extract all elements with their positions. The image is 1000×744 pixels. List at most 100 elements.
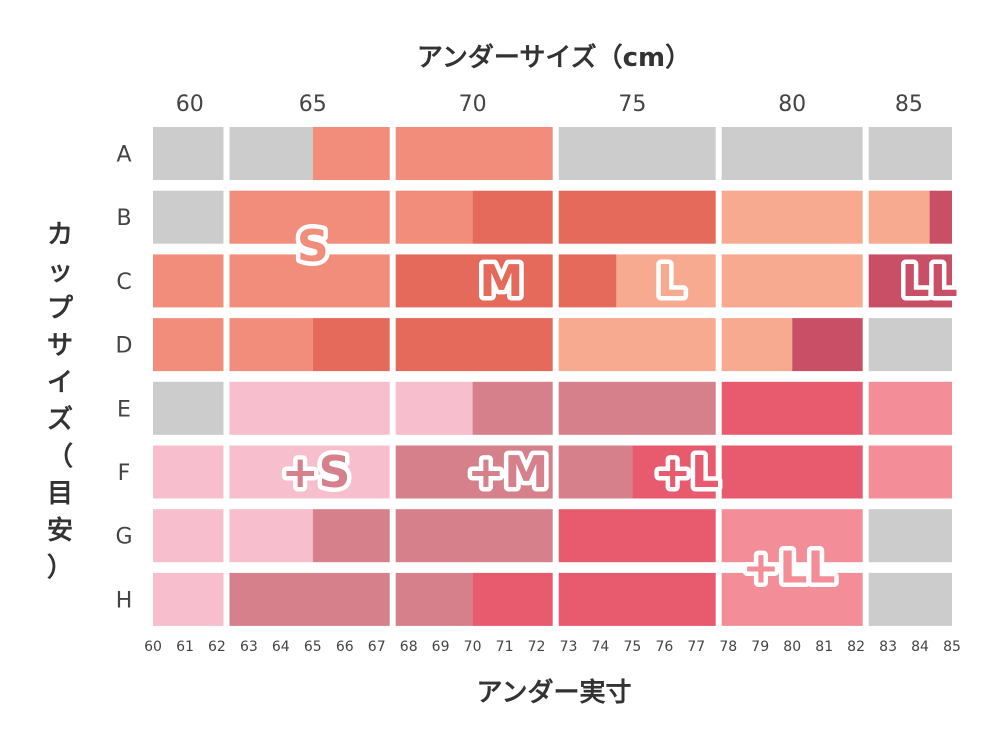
cell-B-4-M (558, 190, 716, 244)
cup-tick-E: E (117, 397, 131, 422)
cup-tick-F: F (118, 461, 131, 486)
cell-C-4-L (616, 254, 716, 308)
cup-size-title-char-3: サ (47, 331, 73, 361)
cup-tick-H: H (116, 588, 133, 613)
actual-tick-81: 81 (815, 639, 833, 655)
cell-B-0-none (153, 190, 224, 244)
actual-tick-82: 82 (847, 639, 865, 655)
actual-tick-67: 67 (368, 639, 386, 655)
cell-B-3-M (472, 190, 553, 244)
cell-G-2-+M (312, 509, 390, 563)
cup-tick-C: C (116, 270, 131, 295)
cup-tick-B: B (116, 206, 131, 231)
cell-H-1-+M (229, 572, 390, 626)
cell-B-1-S (229, 190, 390, 244)
size-ticks: 60 65 70 75 80 85 (176, 92, 923, 117)
cell-D-1-S (229, 318, 313, 372)
actual-tick-68: 68 (400, 639, 418, 655)
cell-G-0-+S (153, 509, 224, 563)
cup-tick-A: A (116, 143, 131, 168)
cup-size-title-char-5: ズ (47, 404, 73, 435)
cell-F-0-+S (153, 445, 224, 499)
actual-tick-78: 78 (719, 639, 737, 655)
actual-tick-66: 66 (336, 639, 354, 655)
cell-F-1-+S (229, 445, 390, 499)
zone-label-LL: LL (902, 256, 958, 307)
zone-label-plus-LL: +LL (743, 543, 836, 594)
cell-D-4-L (558, 318, 716, 372)
cell-A-4-none (558, 127, 716, 180)
cell-A-0-none (153, 127, 224, 180)
cell-B-7-LL (929, 190, 952, 244)
actual-tick-84: 84 (911, 639, 929, 655)
cell-E-4-+M (558, 381, 716, 435)
size-tick-70: 70 (459, 92, 487, 117)
cell-H-4-+L (558, 572, 716, 626)
cell-G-3-+M (395, 509, 553, 563)
cell-E-3-+M (472, 381, 553, 435)
size-tick-75: 75 (618, 92, 646, 117)
cell-D-6-LL (792, 318, 863, 372)
cell-C-6-LL (868, 254, 952, 308)
zone-label-plus-L: +L (654, 447, 719, 498)
cell-E-0-none (153, 381, 224, 435)
cell-D-7-none (868, 318, 952, 372)
cell-D-0-S (153, 318, 224, 372)
actual-ticks: 60 61 62 63 64 65 66 67 68 69 70 71 72 73 74 75 76 77 78 79… (144, 639, 961, 655)
cell-A-6-none (868, 127, 952, 180)
actual-tick-85: 85 (943, 639, 961, 655)
cell-F-6-+LL (868, 445, 952, 499)
actual-tick-70: 70 (464, 639, 482, 655)
actual-tick-72: 72 (528, 639, 546, 655)
cell-C-1-S (229, 254, 390, 308)
cup-tick-G: G (115, 525, 132, 550)
cell-H-3-+L (472, 572, 553, 626)
actual-tick-79: 79 (751, 639, 769, 655)
cup-size-title-char-7: 目 (47, 479, 73, 509)
actual-tick-77: 77 (687, 639, 705, 655)
actual-under-title: アンダー実寸 (477, 677, 632, 708)
actual-tick-61: 61 (176, 639, 194, 655)
cell-B-5-L (721, 190, 863, 244)
cup-size-title-char-8: 安 (47, 516, 73, 546)
actual-tick-62: 62 (208, 639, 226, 655)
actual-tick-83: 83 (879, 639, 897, 655)
cell-A-5-none (721, 127, 863, 180)
size-tick-60: 60 (176, 92, 204, 117)
cup-ticks: A B C D E F G H (115, 143, 132, 614)
cup-size-title-char-2: プ (47, 294, 74, 324)
cell-F-3-+M (558, 445, 633, 499)
cell-G-5-+LL (721, 509, 863, 563)
cell-D-3-M (395, 318, 553, 372)
cell-A-2-S (312, 127, 390, 180)
size-tick-85: 85 (895, 92, 923, 117)
cell-D-5-L (721, 318, 793, 372)
size-tick-65: 65 (299, 92, 327, 117)
actual-tick-74: 74 (591, 639, 609, 655)
cell-H-0-+S (153, 572, 224, 626)
actual-tick-69: 69 (432, 639, 450, 655)
actual-tick-63: 63 (240, 639, 258, 655)
cell-G-4-+L (558, 509, 716, 563)
cell-H-5-+LL (721, 572, 863, 626)
actual-tick-73: 73 (560, 639, 578, 655)
actual-tick-64: 64 (272, 639, 290, 655)
cell-C-0-S (153, 254, 224, 308)
actual-tick-71: 71 (496, 639, 514, 655)
size-tick-80: 80 (778, 92, 806, 117)
cell-E-2-+S (395, 381, 473, 435)
zone-label-S: S (297, 221, 329, 272)
cell-A-3-S (395, 127, 553, 180)
actual-tick-75: 75 (623, 639, 641, 655)
under-size-title: アンダーサイズ（cm） (417, 42, 691, 73)
zone-labels: SM L LL+S +M +L+LL (277, 216, 962, 598)
actual-tick-80: 80 (783, 639, 801, 655)
cell-C-2-M (395, 254, 553, 308)
cup-size-title-char-0: カ (47, 220, 73, 250)
cell-E-6-+LL (868, 381, 952, 435)
cell-D-2-M (312, 318, 390, 372)
zone-label-L: L (657, 256, 685, 307)
actual-tick-65: 65 (304, 639, 322, 655)
